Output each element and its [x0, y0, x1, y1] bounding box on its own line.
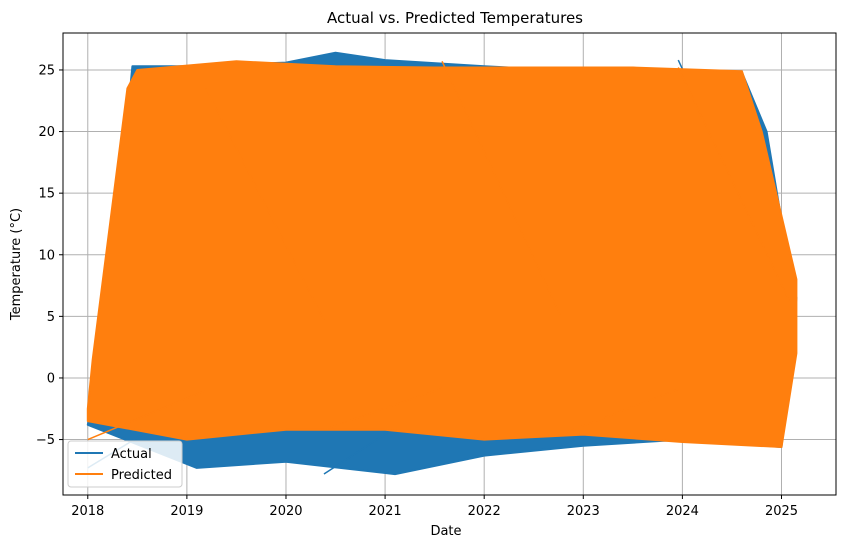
x-tick-label: 2020 [269, 504, 302, 519]
x-tick-label: 2024 [666, 504, 699, 519]
series-area-predicted [86, 60, 798, 448]
y-tick-label: 25 [38, 63, 55, 78]
legend-label-predicted: Predicted [111, 468, 172, 483]
plot-area-frame [62, 32, 837, 496]
x-tick-label: 2018 [71, 504, 104, 519]
y-tick-label: 10 [38, 248, 55, 263]
legend: Actual Predicted [67, 440, 183, 488]
y-tick-label: 5 [47, 310, 55, 325]
series-line-predicted [441, 61, 561, 315]
series-line-predicted [87, 389, 207, 441]
series-line-predicted [559, 388, 679, 436]
y-tick-label: 0 [47, 371, 55, 386]
y-axis-label: Temperature (°C) [9, 208, 24, 321]
legend-label-actual: Actual [111, 447, 152, 462]
data-layer [86, 51, 798, 476]
series-line-predicted [677, 67, 798, 317]
x-tick-label: 2021 [369, 504, 402, 519]
series-line-predicted [323, 387, 443, 431]
tick-layer: 2018 2019 2020 2021 2022 2023 2024 2025−5051015… [36, 63, 798, 519]
x-axis-label: Date [430, 524, 461, 539]
x-tick-label: 2019 [170, 504, 203, 519]
x-tick-label: 2025 [765, 504, 798, 519]
chart-title: Actual vs. Predicted Temperatures [327, 9, 583, 27]
x-tick-label: 2022 [468, 504, 501, 519]
series-line-predicted [205, 88, 325, 321]
y-tick-label: 20 [38, 125, 55, 140]
y-tick-label: −5 [36, 433, 55, 448]
x-tick-label: 2023 [567, 504, 600, 519]
y-tick-label: 15 [38, 187, 55, 202]
